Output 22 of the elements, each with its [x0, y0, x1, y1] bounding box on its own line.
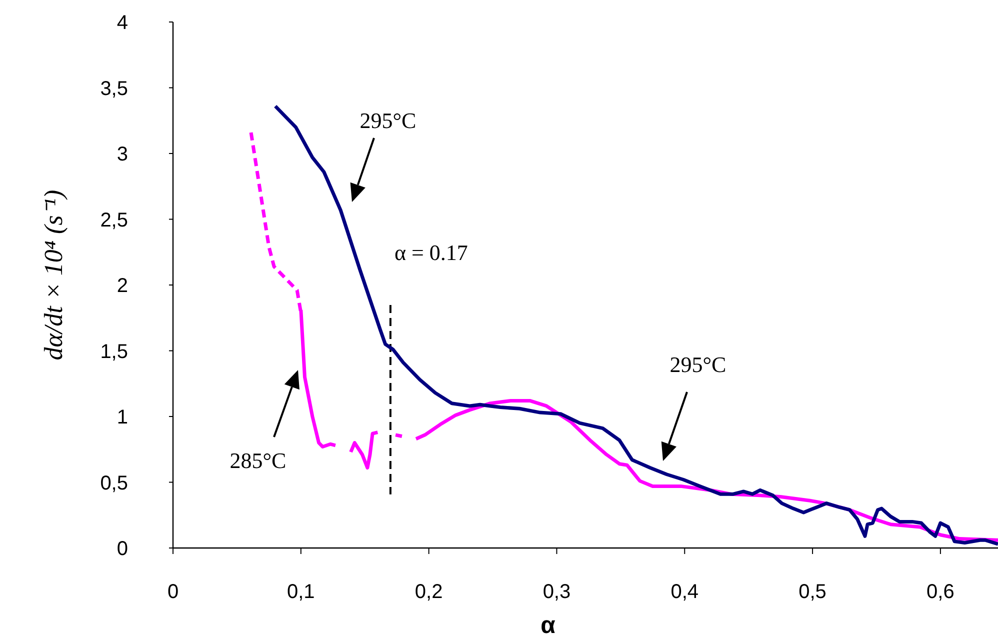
y-axis-title: dα/dt × 10⁴ (s⁻¹)	[39, 190, 68, 360]
y-tick-label: 4	[116, 12, 128, 34]
annotation: 285°C	[230, 448, 286, 473]
y-tick-label: 2,5	[100, 209, 128, 232]
ref-line-label: α = 0.17	[394, 240, 468, 265]
x-tick-label: 0,4	[670, 581, 699, 603]
annotation: 295°C	[360, 108, 416, 133]
y-tick-label: 0,5	[100, 472, 128, 494]
x-tick-label: 0,6	[926, 581, 954, 603]
x-axis-title: α	[540, 612, 556, 639]
y-tick-label: 2	[116, 275, 128, 297]
x-tick-label: 0	[167, 581, 179, 603]
x-tick-label: 0,1	[287, 581, 315, 603]
annotation: 295°C	[670, 352, 726, 377]
x-tick-label: 0,2	[414, 581, 443, 603]
y-tick-label: 3	[116, 144, 128, 166]
x-tick-label: 0,3	[542, 581, 571, 603]
x-tick-label: 0,5	[798, 581, 826, 603]
y-tick-label: 1	[116, 406, 128, 428]
y-tick-label: 0	[116, 538, 128, 560]
y-tick-label: 1,5	[100, 340, 128, 363]
y-tick-label: 3,5	[100, 78, 128, 100]
